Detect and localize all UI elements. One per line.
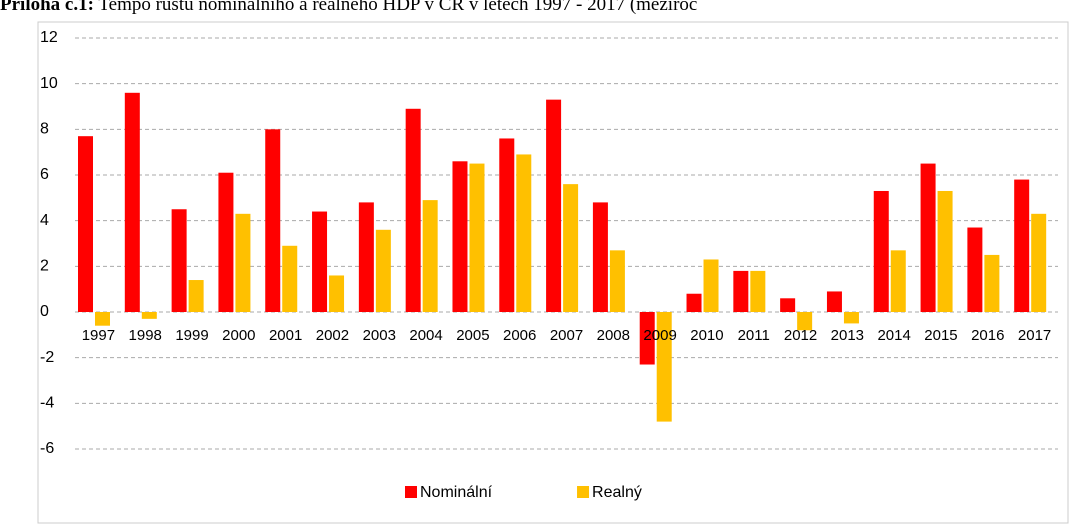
bar: [592, 202, 608, 312]
x-tick-label: 2009: [643, 327, 676, 344]
bar: [375, 229, 391, 312]
x-tick-label: 1997: [82, 327, 115, 344]
bar: [358, 202, 374, 312]
bar: [282, 245, 298, 312]
bar: [750, 270, 766, 312]
bar: [686, 293, 702, 312]
bar: [843, 312, 859, 324]
y-tick-label: 2: [40, 258, 49, 275]
bar: [329, 275, 345, 312]
bar: [703, 259, 719, 312]
bar: [984, 254, 1000, 312]
bar: [469, 163, 485, 312]
bar: [78, 136, 93, 312]
y-tick-label: 8: [40, 121, 49, 138]
bar: [546, 99, 562, 313]
x-tick-label: 2006: [503, 327, 536, 344]
y-tick-label: 0: [40, 303, 49, 320]
bar: [639, 312, 655, 365]
bar: [797, 312, 813, 331]
bar: [124, 92, 140, 312]
y-tick-label: -6: [40, 440, 54, 457]
bar: [452, 161, 468, 312]
x-tick-label: 2008: [597, 327, 630, 344]
x-tick-label: 2013: [831, 327, 864, 344]
bar: [780, 298, 796, 312]
x-tick-label: 2016: [971, 327, 1004, 344]
bar: [656, 312, 672, 422]
bar: [265, 129, 281, 312]
bar: [1031, 213, 1047, 312]
x-tick-label: 2007: [550, 327, 583, 344]
bar: [890, 250, 906, 312]
bar: [235, 213, 251, 312]
x-tick-label: 2002: [316, 327, 349, 344]
bar: [218, 172, 234, 312]
x-tick-label: 2011: [738, 327, 770, 344]
x-tick-label: 2017: [1018, 327, 1051, 344]
bar: [312, 211, 328, 312]
y-tick-label: -2: [40, 349, 54, 366]
bar: [516, 154, 532, 312]
bar: [422, 200, 438, 312]
bar: [1014, 179, 1030, 312]
bar: [563, 184, 579, 312]
bar: [609, 250, 625, 312]
title-text: Tempo růstu nominálního a reálného HDP v…: [98, 0, 697, 15]
x-tick-label: 1998: [129, 327, 162, 344]
x-tick-label: 2005: [456, 327, 489, 344]
bar: [171, 209, 187, 312]
bar: [873, 190, 889, 312]
legend-label: Realný: [592, 484, 642, 501]
bar: [499, 138, 515, 312]
bar: [95, 312, 110, 326]
bar: [937, 190, 953, 312]
x-tick-label: 2012: [784, 327, 817, 344]
bar: [733, 270, 749, 312]
x-tick-label: 2014: [877, 327, 910, 344]
legend-swatch: [577, 486, 590, 498]
x-tick-label: 2004: [409, 327, 442, 344]
y-tick-label: -4: [40, 395, 54, 412]
x-tick-label: 2003: [363, 327, 396, 344]
x-tick-label: 1999: [175, 327, 208, 344]
bar: [920, 163, 936, 312]
x-tick-label: 2001: [269, 327, 302, 344]
bar: [405, 108, 421, 313]
bar: [826, 291, 842, 312]
y-tick-label: 10: [40, 75, 58, 92]
bar: [188, 280, 204, 312]
bar: [141, 312, 157, 319]
title-label: Příloha č.1:: [0, 0, 94, 15]
legend-label: Nominální: [420, 484, 493, 501]
y-tick-label: 4: [40, 212, 49, 229]
x-tick-label: 2015: [924, 327, 957, 344]
legend-swatch: [405, 486, 417, 498]
y-tick-label: 6: [40, 166, 49, 183]
y-tick-label: 12: [40, 29, 58, 46]
x-tick-label: 2000: [222, 327, 255, 344]
bar: [967, 227, 983, 312]
x-tick-label: 2010: [690, 327, 723, 344]
chart-title: Příloha č.1: Tempo růstu nominálního a r…: [0, 0, 697, 15]
chart-frame: [37, 21, 1069, 524]
